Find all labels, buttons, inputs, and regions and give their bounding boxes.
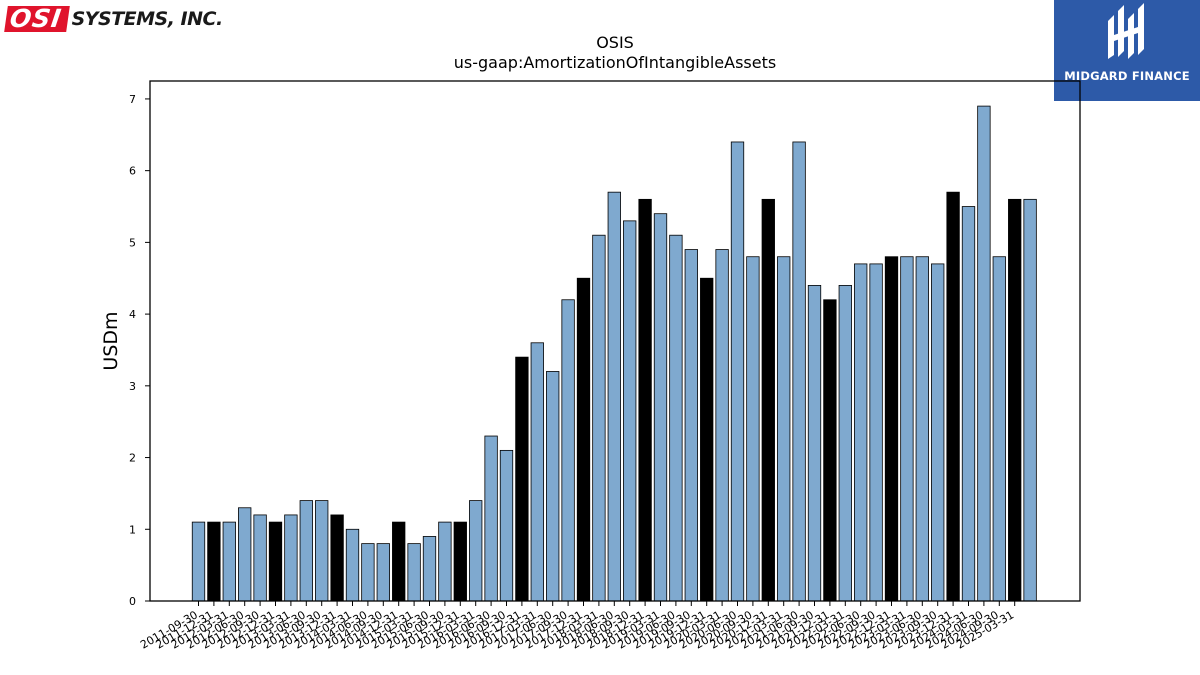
bar — [792, 141, 806, 602]
midgard-finance-logo: MIDGARD FINANCE — [1054, 0, 1200, 101]
bar — [469, 500, 483, 602]
plot-frame — [149, 80, 1081, 602]
bar — [777, 256, 791, 602]
osi-logo-text: SYSTEMS, INC. — [71, 8, 224, 30]
bar — [961, 206, 976, 602]
bar — [684, 249, 698, 602]
bar — [207, 521, 221, 602]
bar — [499, 449, 514, 602]
bar — [884, 256, 899, 602]
osi-systems-logo: OSI SYSTEMS, INC. — [4, 4, 224, 34]
bar — [345, 528, 360, 602]
bar — [638, 198, 652, 602]
bar — [592, 234, 606, 602]
bar — [299, 500, 313, 602]
midgard-mark-icon — [1108, 3, 1144, 59]
bar — [361, 543, 375, 602]
bar — [915, 256, 929, 602]
bar — [715, 249, 729, 602]
bar — [284, 514, 298, 602]
bar — [268, 521, 283, 602]
bar — [931, 263, 945, 602]
y-tick-label: 7 — [129, 93, 136, 106]
bar — [607, 191, 621, 602]
bar — [669, 234, 683, 602]
y-tick-label: 2 — [129, 452, 136, 465]
bar — [700, 277, 714, 602]
bar — [746, 256, 760, 602]
bar — [992, 256, 1006, 602]
bar — [838, 285, 852, 602]
bar — [515, 356, 529, 602]
bar — [561, 299, 575, 602]
bar — [761, 198, 775, 602]
y-tick-label: 6 — [129, 165, 136, 178]
bar — [854, 263, 868, 602]
bar — [546, 371, 560, 602]
bar — [422, 536, 437, 602]
y-tick-label: 3 — [129, 380, 136, 393]
y-tick-label: 4 — [129, 308, 136, 321]
bar — [407, 543, 421, 602]
y-tick-label: 0 — [129, 595, 136, 608]
bar — [576, 277, 591, 602]
bar — [900, 256, 914, 602]
bar — [730, 141, 745, 602]
bar — [653, 213, 668, 602]
bar — [330, 514, 344, 602]
bar — [222, 521, 236, 602]
bar — [946, 191, 960, 602]
bar — [453, 521, 467, 602]
bar — [1008, 198, 1022, 602]
y-axis-label: USDm — [100, 311, 122, 370]
y-tick-label: 5 — [129, 236, 136, 249]
midgard-logo-text: MIDGARD FINANCE — [1064, 69, 1190, 83]
bar — [623, 220, 637, 602]
y-tick-label: 1 — [129, 523, 136, 536]
bar — [1023, 198, 1037, 602]
chart-title: OSIS — [596, 33, 634, 52]
bar — [484, 435, 498, 602]
bar — [977, 105, 991, 602]
bar — [823, 299, 837, 602]
bar — [376, 543, 390, 602]
bar — [438, 521, 452, 602]
bar — [392, 521, 406, 602]
bar — [530, 342, 544, 602]
bar — [807, 285, 822, 602]
bar — [191, 521, 206, 602]
bar — [253, 514, 267, 602]
bar — [869, 263, 883, 602]
bar — [315, 500, 329, 602]
chart-subtitle: us-gaap:AmortizationOfIntangibleAssets — [454, 53, 776, 72]
bar — [238, 507, 252, 602]
